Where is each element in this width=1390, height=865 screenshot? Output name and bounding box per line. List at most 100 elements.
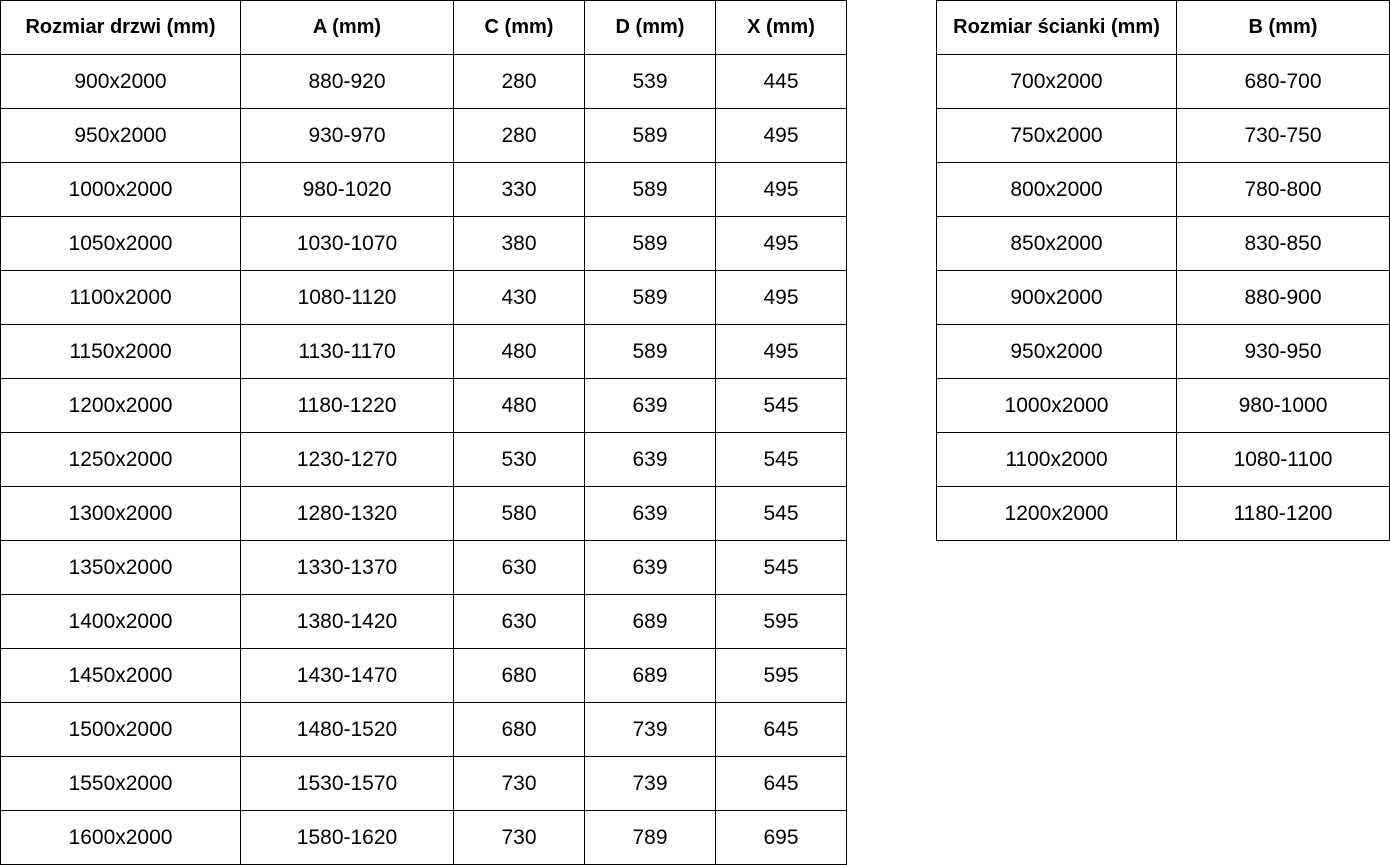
column-header: D (mm): [584, 0, 716, 55]
table-cell: 1500x2000: [0, 702, 241, 757]
table-row: 1150x2000 1130-1170 480 589 495: [0, 324, 847, 379]
table-cell: 1550x2000: [0, 756, 241, 811]
table-row: 700x2000 680-700: [936, 54, 1390, 109]
table-row: 800x2000 780-800: [936, 162, 1390, 217]
table-row: 1400x2000 1380-1420 630 689 595: [0, 594, 847, 649]
table-cell: 700x2000: [936, 54, 1177, 109]
table-cell: 1180-1220: [240, 378, 454, 433]
table-cell: 480: [453, 378, 585, 433]
table-cell: 545: [715, 378, 847, 433]
table-cell: 800x2000: [936, 162, 1177, 217]
table-cell: 950x2000: [936, 324, 1177, 379]
table-cell: 1030-1070: [240, 216, 454, 271]
table-cell: 630: [453, 540, 585, 595]
column-header: Rozmiar drzwi (mm): [0, 0, 241, 55]
table-cell: 1300x2000: [0, 486, 241, 541]
table-cell: 830-850: [1176, 216, 1390, 271]
table-cell: 695: [715, 810, 847, 865]
table-cell: 1380-1420: [240, 594, 454, 649]
table-row: 1600x2000 1580-1620 730 789 695: [0, 810, 847, 865]
table-cell: 980-1020: [240, 162, 454, 217]
table-cell: 1000x2000: [0, 162, 241, 217]
table-cell: 1430-1470: [240, 648, 454, 703]
door-sizes-table: Rozmiar drzwi (mm) A (mm) C (mm) D (mm) X (m…: [0, 0, 847, 865]
table-cell: 530: [453, 432, 585, 487]
table-cell: 1450x2000: [0, 648, 241, 703]
table-cell: 730: [453, 810, 585, 865]
table-cell: 1150x2000: [0, 324, 241, 379]
table-row: 850x2000 830-850: [936, 216, 1390, 271]
table-row: 1050x2000 1030-1070 380 589 495: [0, 216, 847, 271]
table-row: 1000x2000 980-1020 330 589 495: [0, 162, 847, 217]
table-cell: 1080-1100: [1176, 432, 1390, 487]
table-row: 750x2000 730-750: [936, 108, 1390, 163]
table-cell: 680-700: [1176, 54, 1390, 109]
table-cell: 495: [715, 108, 847, 163]
table-cell: 589: [584, 324, 716, 379]
table-row: 1000x2000 980-1000: [936, 378, 1390, 433]
table-cell: 595: [715, 594, 847, 649]
table-row: 1100x2000 1080-1100: [936, 432, 1390, 487]
table-cell: 280: [453, 54, 585, 109]
table-cell: 1100x2000: [936, 432, 1177, 487]
table-cell: 730-750: [1176, 108, 1390, 163]
table-row: 900x2000 880-920 280 539 445: [0, 54, 847, 109]
table-cell: 1400x2000: [0, 594, 241, 649]
table-cell: 639: [584, 486, 716, 541]
column-header: X (mm): [715, 0, 847, 55]
table-cell: 1200x2000: [936, 486, 1177, 541]
table-cell: 1050x2000: [0, 216, 241, 271]
table-cell: 380: [453, 216, 585, 271]
table-cell: 580: [453, 486, 585, 541]
column-header: Rozmiar ścianki (mm): [936, 0, 1177, 55]
table-cell: 900x2000: [936, 270, 1177, 325]
table-header-row: Rozmiar drzwi (mm) A (mm) C (mm) D (mm) X (m…: [0, 0, 847, 55]
table-cell: 1600x2000: [0, 810, 241, 865]
table-cell: 1080-1120: [240, 270, 454, 325]
table-cell: 545: [715, 540, 847, 595]
table-row: 1500x2000 1480-1520 680 739 645: [0, 702, 847, 757]
table-row: 1200x2000 1180-1220 480 639 545: [0, 378, 847, 433]
table-cell: 445: [715, 54, 847, 109]
table-cell: 680: [453, 702, 585, 757]
table-header-row: Rozmiar ścianki (mm) B (mm): [936, 0, 1390, 55]
table-cell: 639: [584, 540, 716, 595]
table-cell: 1130-1170: [240, 324, 454, 379]
table-cell: 1530-1570: [240, 756, 454, 811]
table-cell: 689: [584, 594, 716, 649]
table-cell: 495: [715, 162, 847, 217]
table-cell: 1000x2000: [936, 378, 1177, 433]
table-cell: 880-900: [1176, 270, 1390, 325]
table-cell: 430: [453, 270, 585, 325]
table-cell: 1330-1370: [240, 540, 454, 595]
table-row: 950x2000 930-950: [936, 324, 1390, 379]
table-row: 1200x2000 1180-1200: [936, 486, 1390, 541]
table-row: 1300x2000 1280-1320 580 639 545: [0, 486, 847, 541]
table-cell: 639: [584, 432, 716, 487]
table-row: 1450x2000 1430-1470 680 689 595: [0, 648, 847, 703]
table-cell: 750x2000: [936, 108, 1177, 163]
table-cell: 739: [584, 756, 716, 811]
table-cell: 589: [584, 162, 716, 217]
table-row: 1350x2000 1330-1370 630 639 545: [0, 540, 847, 595]
table-cell: 1230-1270: [240, 432, 454, 487]
table-cell: 980-1000: [1176, 378, 1390, 433]
table-cell: 639: [584, 378, 716, 433]
table-cell: 780-800: [1176, 162, 1390, 217]
table-cell: 630: [453, 594, 585, 649]
table-cell: 850x2000: [936, 216, 1177, 271]
table-cell: 1480-1520: [240, 702, 454, 757]
table-cell: 589: [584, 108, 716, 163]
table-row: 900x2000 880-900: [936, 270, 1390, 325]
table-cell: 589: [584, 270, 716, 325]
column-header: C (mm): [453, 0, 585, 55]
table-cell: 739: [584, 702, 716, 757]
table-cell: 595: [715, 648, 847, 703]
table-cell: 495: [715, 216, 847, 271]
table-row: 1550x2000 1530-1570 730 739 645: [0, 756, 847, 811]
wall-sizes-table: Rozmiar ścianki (mm) B (mm) 700x2000 680-7…: [936, 0, 1390, 541]
table-cell: 950x2000: [0, 108, 241, 163]
table-cell: 280: [453, 108, 585, 163]
table-cell: 545: [715, 432, 847, 487]
table-cell: 730: [453, 756, 585, 811]
